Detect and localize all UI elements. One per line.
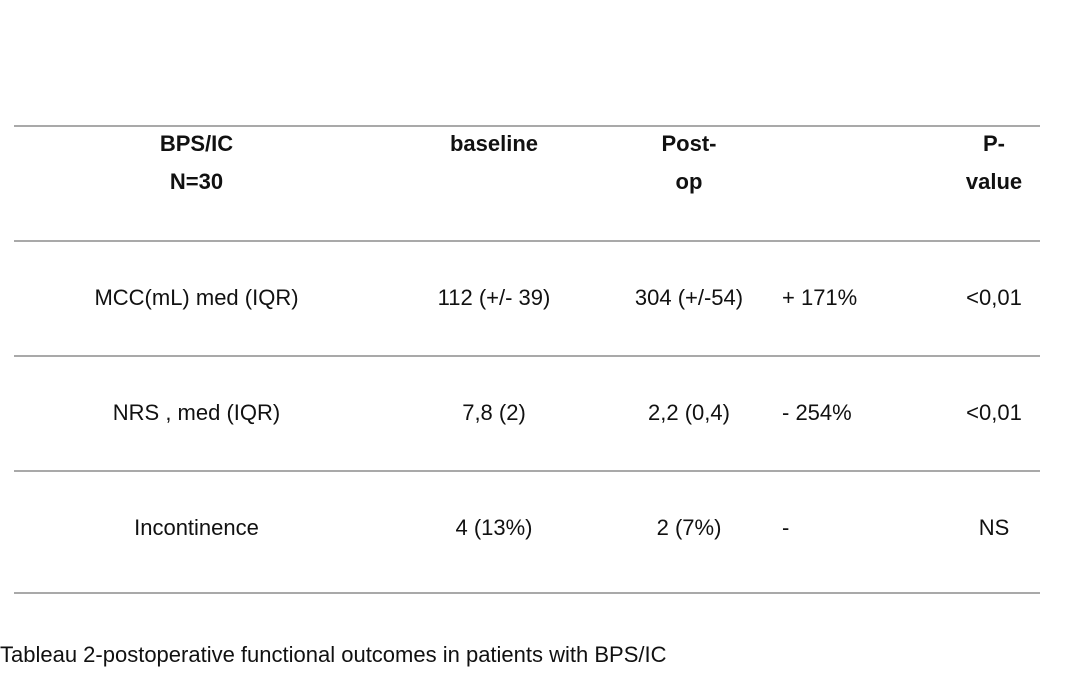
baseline-value: 112 (+/- 39) [437, 285, 551, 310]
change-value: - 254% [782, 400, 852, 425]
postop-value: 304 (+/-54) [634, 285, 744, 310]
postop-value: 2 (7%) [656, 515, 722, 540]
header-pvalue: P- value [944, 125, 1044, 201]
change-value: + 171% [782, 285, 858, 310]
header-baseline: baseline [449, 131, 539, 156]
header-pvalue-line1: P- [983, 131, 1005, 156]
table-top-rule [14, 125, 1040, 127]
header-postop: Post- op [624, 125, 754, 201]
row-label: MCC(mL) med (IQR) [94, 285, 299, 310]
row-1-bottom-rule [14, 355, 1040, 357]
postop-value: 2,2 (0,4) [648, 400, 730, 425]
header-bps-ic-line1: BPS/IC [159, 131, 234, 156]
pvalue-value: NS [978, 515, 1010, 540]
table-caption: Tableau 2-postoperative functional outco… [0, 642, 667, 667]
baseline-value: 4 (13%) [455, 515, 533, 540]
row-2-bottom-rule [14, 470, 1040, 472]
header-postop-line2: op [675, 169, 703, 194]
pvalue-value: <0,01 [966, 400, 1022, 425]
baseline-value: 7,8 (2) [462, 400, 526, 425]
header-postop-line1: Post- [661, 131, 717, 156]
header-bps-ic: BPS/IC N=30 [94, 125, 299, 201]
table-bottom-rule [14, 592, 1040, 594]
header-bottom-rule [14, 240, 1040, 242]
header-pvalue-line2: value [965, 169, 1023, 194]
header-bps-ic-line2: N=30 [169, 169, 224, 194]
row-label: NRS , med (IQR) [112, 400, 281, 425]
change-value: - [782, 515, 790, 540]
row-label: Incontinence [134, 515, 259, 540]
pvalue-value: <0,01 [966, 285, 1022, 310]
